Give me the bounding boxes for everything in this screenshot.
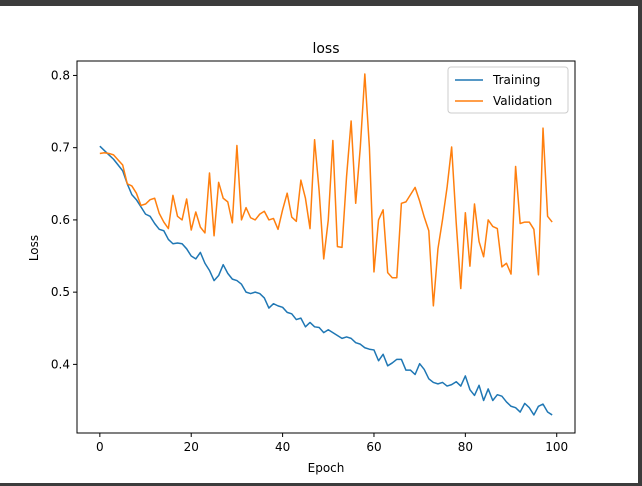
legend-label-training: Training [492, 73, 540, 87]
y-tick: 0.5 [51, 285, 77, 299]
y-axis-ticks: 0.4 0.5 0.6 0.7 0.8 [51, 68, 77, 371]
x-tick-label: 20 [184, 440, 199, 454]
x-tick-label: 40 [275, 440, 290, 454]
series-layer [99, 73, 553, 416]
y-tick: 0.6 [51, 213, 77, 227]
x-tick-label: 100 [545, 440, 568, 454]
x-tick-label: 60 [366, 440, 381, 454]
x-tick: 20 [184, 433, 199, 454]
x-axis-label: Epoch [308, 461, 345, 475]
y-tick-label: 0.6 [51, 213, 70, 227]
x-tick: 60 [366, 433, 382, 454]
y-axis-label: Loss [27, 235, 41, 261]
y-tick: 0.8 [51, 68, 77, 82]
plot-area-frame [76, 60, 576, 434]
x-axis-ticks: 0 20 40 60 80 100 [96, 433, 568, 454]
x-tick: 80 [458, 433, 473, 454]
x-tick-label: 80 [458, 440, 473, 454]
y-tick-label: 0.7 [51, 141, 70, 155]
legend: Training Validation [447, 66, 569, 114]
y-tick-label: 0.8 [51, 68, 70, 82]
x-tick: 40 [275, 433, 290, 454]
x-tick: 100 [545, 433, 568, 454]
legend-label-validation: Validation [493, 94, 552, 108]
validation-loss-line [99, 73, 553, 307]
training-loss-line [99, 145, 553, 416]
y-tick: 0.7 [51, 141, 77, 155]
chart-title: loss [312, 41, 339, 57]
x-tick: 0 [96, 433, 104, 454]
y-tick-label: 0.5 [51, 285, 70, 299]
y-tick-label: 0.4 [51, 357, 70, 371]
x-tick-label: 0 [96, 440, 104, 454]
y-tick: 0.4 [51, 357, 77, 371]
